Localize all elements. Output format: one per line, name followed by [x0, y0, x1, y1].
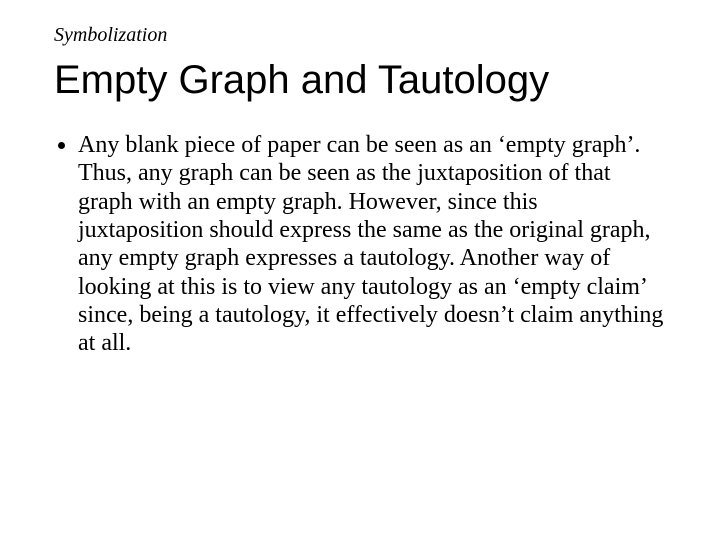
slide-title: Empty Graph and Tautology — [54, 57, 666, 103]
bullet-item: Any blank piece of paper can be seen as … — [78, 131, 666, 358]
slide-body: Any blank piece of paper can be seen as … — [54, 131, 666, 358]
bullet-list: Any blank piece of paper can be seen as … — [54, 131, 666, 358]
slide: Symbolization Empty Graph and Tautology … — [0, 0, 720, 540]
topic-label: Symbolization — [54, 24, 666, 47]
